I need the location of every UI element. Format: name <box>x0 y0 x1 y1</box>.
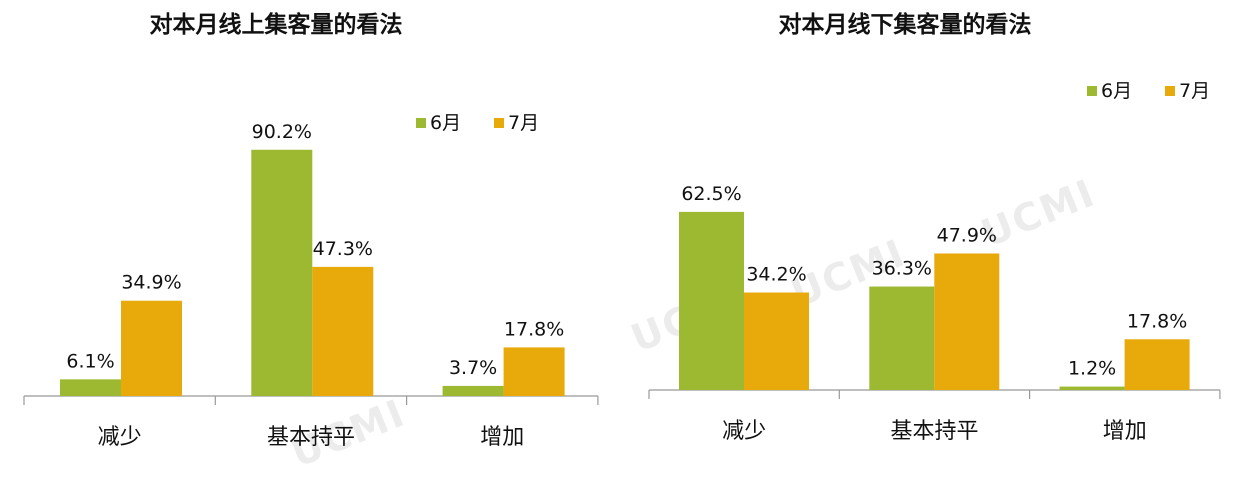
bar <box>1124 339 1190 390</box>
data-label: 6.1% <box>66 350 114 372</box>
data-label: 17.8% <box>504 318 564 340</box>
chart-title: 对本月线下集客量的看法 <box>779 11 1032 38</box>
x-tick-label: 增加 <box>480 425 524 450</box>
legend-label: 6月 <box>430 112 461 134</box>
x-tick-label: 基本持平 <box>890 419 978 444</box>
offline-traffic-chart: 对本月线下集客量的看法 62.5% 34.2% 减少 36.3%47.9% 基本持平 1.2… <box>648 11 1221 444</box>
data-label: 34.2% <box>746 264 806 286</box>
legend-swatch <box>416 118 426 128</box>
bar <box>1059 386 1125 390</box>
bar <box>869 286 935 390</box>
legend-swatch <box>1087 86 1097 96</box>
x-tick-label: 减少 <box>98 425 142 450</box>
bar <box>442 385 504 396</box>
bar <box>679 211 744 390</box>
legend-label: 7月 <box>1179 80 1210 102</box>
data-label: 17.8% <box>1127 310 1187 332</box>
data-label: 36.3% <box>872 258 932 280</box>
data-label: 47.9% <box>937 224 997 246</box>
bar <box>312 266 374 396</box>
legend-swatch <box>1165 86 1175 96</box>
chart-title: 对本月线上集客量的看法 <box>150 11 403 38</box>
bar <box>60 379 121 396</box>
data-label: 3.7% <box>449 357 497 379</box>
x-tick-label: 减少 <box>722 419 766 444</box>
bar <box>251 149 313 396</box>
legend-label: 7月 <box>508 112 539 134</box>
online-traffic-chart: 对本月线上集客量的看法 6.1% 34.9% 减少 90.2% 47.3% 基本持平 3.7%… <box>23 11 599 450</box>
x-tick-label: 增加 <box>1103 419 1147 444</box>
bar <box>934 253 1000 390</box>
data-label: 47.3% <box>313 238 373 260</box>
data-label: 34.9% <box>121 272 181 294</box>
bar <box>744 292 809 390</box>
x-tick-label: 基本持平 <box>267 425 355 450</box>
legend-swatch <box>494 118 504 128</box>
bar <box>503 347 565 396</box>
data-label: 90.2% <box>252 121 312 143</box>
data-label: 62.5% <box>681 183 741 205</box>
legend-label: 6月 <box>1101 80 1132 102</box>
data-label: 1.2% <box>1068 358 1116 380</box>
bar <box>121 300 182 396</box>
